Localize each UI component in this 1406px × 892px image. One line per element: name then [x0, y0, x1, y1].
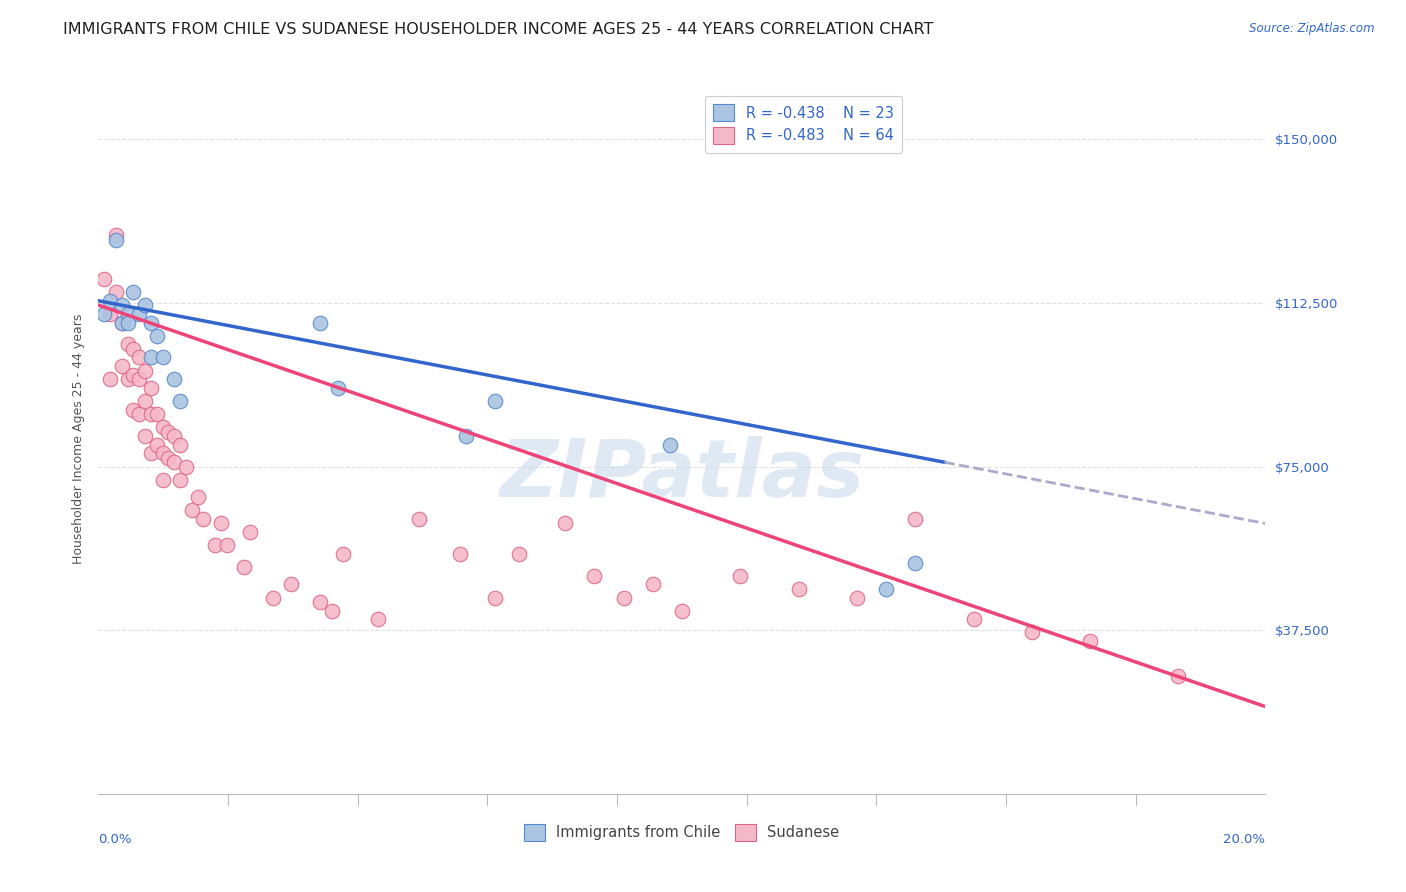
Point	[122, 402, 145, 417]
Point	[128, 407, 150, 421]
Point	[146, 328, 169, 343]
Point	[309, 595, 332, 609]
Point	[98, 372, 121, 386]
Point	[169, 394, 191, 409]
Point	[641, 577, 664, 591]
Point	[104, 228, 127, 243]
Point	[146, 407, 169, 421]
Point	[117, 337, 139, 351]
Point	[187, 490, 209, 504]
Point	[332, 547, 354, 561]
Point	[139, 351, 162, 365]
Point	[326, 381, 349, 395]
Point	[163, 455, 186, 469]
Text: 20.0%: 20.0%	[1223, 833, 1265, 846]
Point	[449, 547, 471, 561]
Point	[98, 307, 121, 321]
Point	[875, 582, 897, 596]
Point	[152, 473, 174, 487]
Point	[98, 293, 121, 308]
Point	[204, 538, 226, 552]
Point	[134, 363, 156, 377]
Point	[169, 438, 191, 452]
Point	[122, 342, 145, 356]
Point	[134, 298, 156, 312]
Point	[484, 394, 506, 409]
Point	[1080, 634, 1102, 648]
Point	[104, 233, 127, 247]
Point	[454, 429, 477, 443]
Point	[367, 612, 389, 626]
Point	[152, 420, 174, 434]
Point	[612, 591, 634, 605]
Point	[846, 591, 869, 605]
Text: 0.0%: 0.0%	[98, 833, 132, 846]
Point	[233, 560, 256, 574]
Point	[128, 307, 150, 321]
Point	[134, 394, 156, 409]
Point	[508, 547, 530, 561]
Y-axis label: Householder Income Ages 25 - 44 years: Householder Income Ages 25 - 44 years	[72, 314, 84, 565]
Point	[583, 568, 606, 582]
Point	[321, 604, 343, 618]
Point	[152, 351, 174, 365]
Point	[93, 307, 115, 321]
Point	[671, 604, 693, 618]
Point	[128, 351, 150, 365]
Point	[146, 438, 169, 452]
Text: IMMIGRANTS FROM CHILE VS SUDANESE HOUSEHOLDER INCOME AGES 25 - 44 YEARS CORRELAT: IMMIGRANTS FROM CHILE VS SUDANESE HOUSEH…	[63, 22, 934, 37]
Point	[139, 446, 162, 460]
Text: ZIPatlas: ZIPatlas	[499, 436, 865, 514]
Point	[111, 316, 134, 330]
Point	[408, 512, 430, 526]
Point	[93, 272, 115, 286]
Point	[163, 429, 186, 443]
Point	[174, 459, 197, 474]
Point	[128, 372, 150, 386]
Point	[209, 516, 232, 531]
Point	[280, 577, 302, 591]
Point	[117, 307, 139, 321]
Point	[122, 285, 145, 299]
Point	[169, 473, 191, 487]
Point	[309, 316, 332, 330]
Point	[659, 438, 682, 452]
Point	[730, 568, 752, 582]
Point	[117, 372, 139, 386]
Point	[787, 582, 810, 596]
Point	[117, 316, 139, 330]
Point	[111, 359, 134, 374]
Point	[1021, 625, 1043, 640]
Point	[962, 612, 984, 626]
Point	[239, 524, 262, 539]
Point	[122, 368, 145, 382]
Point	[180, 503, 202, 517]
Point	[139, 316, 162, 330]
Point	[104, 285, 127, 299]
Point	[152, 446, 174, 460]
Point	[157, 425, 180, 439]
Point	[111, 316, 134, 330]
Text: Source: ZipAtlas.com: Source: ZipAtlas.com	[1250, 22, 1375, 36]
Point	[134, 429, 156, 443]
Legend: Immigrants from Chile, Sudanese: Immigrants from Chile, Sudanese	[519, 818, 845, 847]
Point	[262, 591, 284, 605]
Point	[904, 556, 927, 570]
Point	[484, 591, 506, 605]
Point	[139, 407, 162, 421]
Point	[215, 538, 238, 552]
Point	[139, 381, 162, 395]
Point	[193, 512, 215, 526]
Point	[904, 512, 927, 526]
Point	[1167, 669, 1189, 683]
Point	[111, 298, 134, 312]
Point	[554, 516, 576, 531]
Point	[163, 372, 186, 386]
Point	[157, 450, 180, 465]
